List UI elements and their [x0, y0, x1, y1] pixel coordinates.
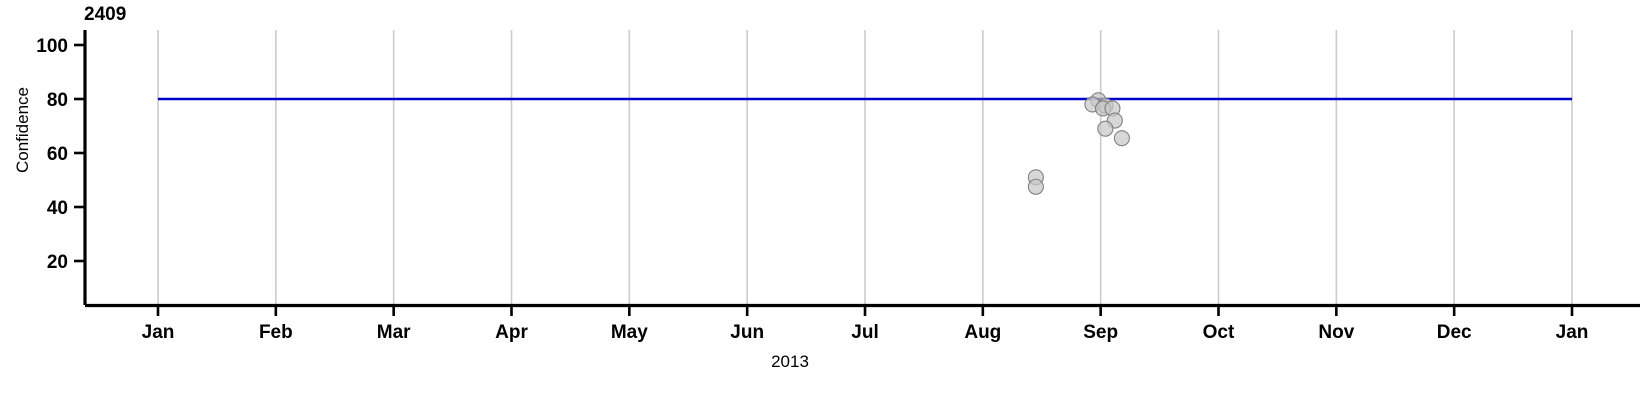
x-tick-label-4: May: [611, 322, 648, 343]
y-tick-label-100: 100: [36, 36, 68, 57]
x-axis-title: 2013: [0, 352, 1650, 372]
data-points-group: [1027, 92, 1130, 195]
x-tick-label-9: Oct: [1203, 322, 1235, 343]
data-point[interactable]: [1097, 120, 1114, 137]
x-tick-label-10: Nov: [1318, 322, 1354, 343]
x-tick-label-3: Apr: [495, 322, 528, 343]
x-tick-label-8: Sep: [1083, 322, 1118, 343]
x-tick-label-6: Jul: [851, 322, 878, 343]
y-tick-label-80: 80: [47, 90, 68, 111]
y-tick-label-60: 60: [47, 144, 68, 165]
x-tick-label-2: Mar: [377, 322, 411, 343]
x-axis-title-label: 2013: [771, 352, 809, 371]
x-tick-label-7: Aug: [964, 322, 1001, 343]
x-ticks-group: Jan Feb Mar Apr May Jun Jul Aug Sep Oct Nov Dec Jan: [142, 305, 1589, 343]
x-tick-label-5: Jun: [730, 322, 764, 343]
data-point[interactable]: [1113, 130, 1130, 147]
data-point[interactable]: [1027, 178, 1044, 195]
x-tick-label-12: Jan: [1556, 322, 1589, 343]
axis-lines-group: [83, 30, 1640, 308]
x-tick-label-0: Jan: [142, 322, 175, 343]
y-tick-label-40: 40: [47, 198, 68, 219]
x-tick-label-1: Feb: [259, 322, 293, 343]
gridlines-group: [157, 30, 1573, 304]
y-ticks-group: 20 40 60 80 100: [36, 36, 85, 273]
y-tick-label-20: 20: [47, 252, 68, 273]
chart-title: 2409: [84, 4, 127, 25]
x-tick-label-11: Dec: [1437, 322, 1472, 343]
